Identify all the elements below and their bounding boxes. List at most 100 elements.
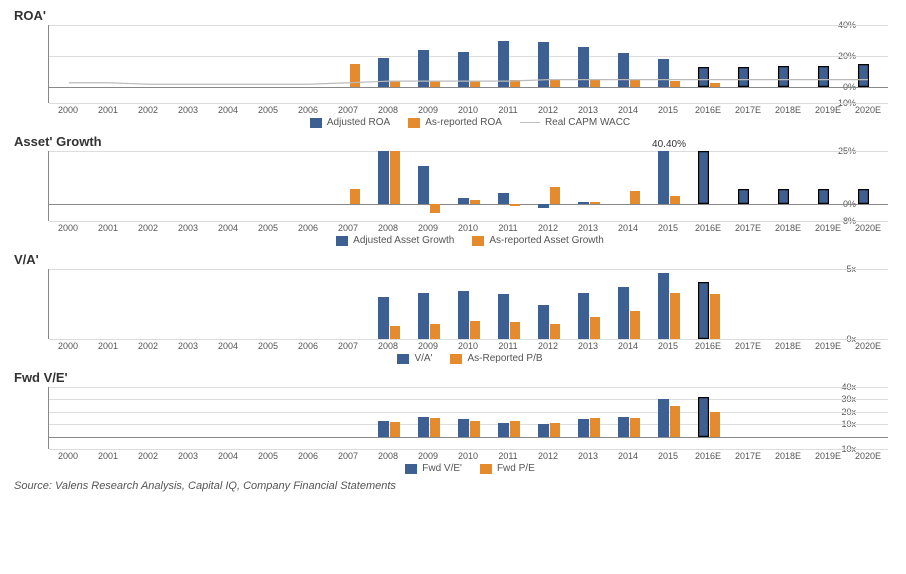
x-tick-label: 2007	[328, 339, 368, 351]
x-tick-label: 2005	[248, 339, 288, 351]
x-tick-label: 2001	[88, 103, 128, 115]
x-tick-label: 2017E	[728, 221, 768, 233]
chart-wrap: 0x5x200020012002200320042005200620072008…	[48, 269, 892, 364]
bar	[418, 293, 429, 339]
bar	[590, 418, 601, 437]
bar	[510, 421, 521, 437]
bar	[458, 198, 469, 204]
legend-item: Real CAPM WACC	[520, 117, 630, 128]
x-tick-label: 2012	[528, 339, 568, 351]
bar	[390, 422, 401, 437]
bar	[350, 189, 361, 204]
x-tick-label: 2006	[288, 103, 328, 115]
x-tick-label: 2004	[208, 339, 248, 351]
x-tick-label: 2012	[528, 449, 568, 461]
legend-swatch	[472, 236, 484, 246]
legend-item: V/A'	[397, 353, 432, 364]
legend: Fwd V/E'Fwd P/E	[48, 463, 892, 474]
x-tick-label: 2003	[168, 449, 208, 461]
bar	[538, 305, 549, 339]
x-tick-label: 2002	[128, 221, 168, 233]
bar	[550, 324, 561, 339]
x-tick-label: 2003	[168, 221, 208, 233]
x-tick-label: 2016E	[688, 103, 728, 115]
legend-swatch	[405, 464, 417, 474]
legend-item: As-Reported P/B	[450, 353, 542, 364]
legend-label: As-reported Asset Growth	[489, 235, 604, 246]
chart-wrap: -8%0%25%40.40%20002001200220032004200520…	[48, 151, 892, 246]
bar	[418, 417, 429, 437]
x-tick-label: 2014	[608, 103, 648, 115]
x-tick-label: 2017E	[728, 339, 768, 351]
x-tick-label: 2011	[488, 103, 528, 115]
x-tick-label: 2015	[648, 103, 688, 115]
x-tick-label: 2011	[488, 221, 528, 233]
bar	[430, 204, 441, 212]
bar	[498, 423, 509, 437]
x-tick-label: 2018E	[768, 221, 808, 233]
legend-item: Adjusted ROA	[310, 117, 390, 128]
bar	[578, 419, 589, 436]
x-tick-label: 2008	[368, 221, 408, 233]
x-axis: 2000200120022003200420052006200720082009…	[48, 449, 888, 461]
x-axis: 2000200120022003200420052006200720082009…	[48, 103, 888, 115]
x-tick-label: 2017E	[728, 449, 768, 461]
bar	[630, 418, 641, 437]
bar	[698, 397, 709, 437]
x-tick-label: 2004	[208, 449, 248, 461]
x-tick-label: 2015	[648, 449, 688, 461]
x-tick-label: 2002	[128, 449, 168, 461]
x-tick-label: 2018E	[768, 339, 808, 351]
legend-item: Adjusted Asset Growth	[336, 235, 454, 246]
bar	[430, 324, 441, 339]
bar	[470, 421, 481, 437]
bar	[670, 293, 681, 339]
bar	[670, 196, 681, 204]
x-tick-label: 2008	[368, 449, 408, 461]
bar	[778, 189, 789, 204]
legend-item: Fwd P/E	[480, 463, 535, 474]
bar	[498, 294, 509, 339]
x-tick-label: 2010	[448, 449, 488, 461]
x-tick-label: 2008	[368, 339, 408, 351]
bar	[550, 187, 561, 204]
legend-label: Fwd P/E	[497, 463, 535, 474]
panel-roa: ROA'-10%0%20%40%200020012002200320042005…	[14, 8, 892, 128]
x-tick-label: 2009	[408, 449, 448, 461]
plot-area: 40.40%	[48, 151, 888, 221]
x-tick-label: 2004	[208, 103, 248, 115]
chart-wrap: -10%0%20%40%2000200120022003200420052006…	[48, 25, 892, 128]
bar	[458, 419, 469, 436]
x-tick-label: 2006	[288, 221, 328, 233]
chart-wrap: -10x10x20x30x40x200020012002200320042005…	[48, 387, 892, 474]
legend-label: Adjusted Asset Growth	[353, 235, 454, 246]
legend-swatch	[310, 118, 322, 128]
x-tick-label: 2013	[568, 221, 608, 233]
x-tick-label: 2018E	[768, 449, 808, 461]
x-tick-label: 2001	[88, 339, 128, 351]
x-tick-label: 2000	[48, 339, 88, 351]
bar	[658, 399, 669, 436]
gridline	[49, 221, 888, 222]
chart-stack: ROA'-10%0%20%40%200020012002200320042005…	[14, 8, 892, 474]
bar	[498, 193, 509, 204]
bar	[630, 311, 641, 339]
x-tick-label: 2000	[48, 103, 88, 115]
x-tick-label: 2002	[128, 103, 168, 115]
panel-asset_growth: Asset' Growth-8%0%25%40.40%2000200120022…	[14, 134, 892, 246]
bar	[390, 326, 401, 339]
bar	[818, 189, 829, 204]
bar	[710, 294, 721, 339]
x-tick-label: 2004	[208, 221, 248, 233]
x-tick-label: 2012	[528, 103, 568, 115]
x-tick-label: 2007	[328, 449, 368, 461]
x-tick-label: 2016E	[688, 449, 728, 461]
panel-va: V/A'0x5x20002001200220032004200520062007…	[14, 252, 892, 364]
bar	[590, 317, 601, 339]
legend-swatch	[480, 464, 492, 474]
x-tick-label: 2009	[408, 339, 448, 351]
bar	[658, 273, 669, 339]
bar	[378, 421, 389, 437]
bar	[470, 321, 481, 339]
bar	[538, 424, 549, 436]
